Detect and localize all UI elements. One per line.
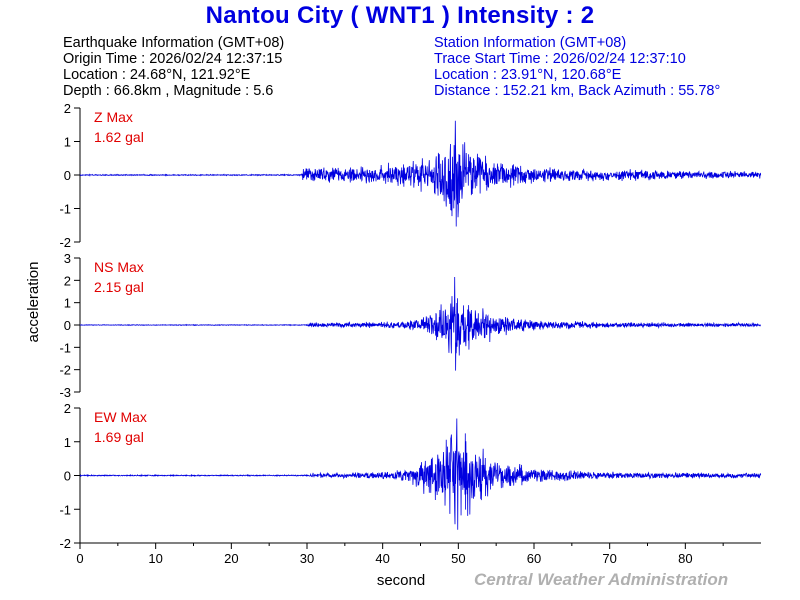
x-tick-label: 10 xyxy=(148,551,162,566)
x-tick-label: 80 xyxy=(678,551,692,566)
x-tick-label: 50 xyxy=(451,551,465,566)
earthquake-info-heading: Earthquake Information (GMT+08) xyxy=(63,35,285,51)
max-label-z: Z Max xyxy=(94,109,133,125)
max-label-ew: EW Max xyxy=(94,409,147,425)
traces-layer xyxy=(79,120,762,530)
x-tick-label: 60 xyxy=(527,551,541,566)
y-tick-label: -1 xyxy=(59,502,71,517)
max-label-ns: NS Max xyxy=(94,259,144,275)
x-tick-label: 20 xyxy=(224,551,238,566)
y-tick-label: 1 xyxy=(64,435,71,450)
y-tick-label: 2 xyxy=(64,101,71,116)
station-info: Station Information (GMT+08) Trace Start… xyxy=(434,35,720,99)
origin-time: Origin Time : 2026/02/24 12:37:15 xyxy=(63,51,283,67)
trace-start-time: Trace Start Time : 2026/02/24 12:37:10 xyxy=(434,51,686,67)
y-tick-label: -1 xyxy=(59,340,71,355)
station-info-heading: Station Information (GMT+08) xyxy=(434,35,627,51)
distance-azimuth: Distance : 152.21 km, Back Azimuth : 55.… xyxy=(434,83,721,99)
y-tick-label: 1 xyxy=(64,296,71,311)
max-value-ns: 2.15 gal xyxy=(94,279,144,295)
chart-title: Nantou City ( WNT1 ) Intensity : 2 xyxy=(205,2,595,29)
trace-z xyxy=(79,120,762,227)
max-value-ew: 1.69 gal xyxy=(94,429,144,445)
x-axis-title: second xyxy=(377,572,425,589)
y-tick-label: 0 xyxy=(64,168,71,183)
y-tick-label: 2 xyxy=(64,401,71,416)
y-tick-label: -1 xyxy=(59,202,71,217)
station-location: Location : 23.91°N, 120.68°E xyxy=(434,67,622,83)
earthquake-info: Earthquake Information (GMT+08) Origin T… xyxy=(63,35,284,99)
y-tick-label: 0 xyxy=(64,469,71,484)
max-value-z: 1.62 gal xyxy=(94,129,144,145)
x-tick-label: 40 xyxy=(375,551,389,566)
y-tick-label: -3 xyxy=(59,385,71,400)
trace-ns xyxy=(79,276,762,371)
y-tick-label: 2 xyxy=(64,273,71,288)
y-tick-label: -2 xyxy=(59,235,71,250)
y-tick-label: -2 xyxy=(59,536,71,551)
epicenter-location: Location : 24.68°N, 121.92°E xyxy=(63,67,251,83)
y-axis-title: acceleration xyxy=(25,262,42,343)
trace-ew xyxy=(79,418,762,530)
y-tick-label: -2 xyxy=(59,363,71,378)
x-tick-label: 70 xyxy=(602,551,616,566)
agency-watermark: Central Weather Administration xyxy=(474,570,729,589)
y-tick-label: 1 xyxy=(64,135,71,150)
x-tick-label: 30 xyxy=(300,551,314,566)
depth-magnitude: Depth : 66.8km , Magnitude : 5.6 xyxy=(63,83,274,99)
x-tick-label: 0 xyxy=(76,551,83,566)
y-tick-label: 3 xyxy=(64,251,71,266)
y-tick-label: 0 xyxy=(64,318,71,333)
